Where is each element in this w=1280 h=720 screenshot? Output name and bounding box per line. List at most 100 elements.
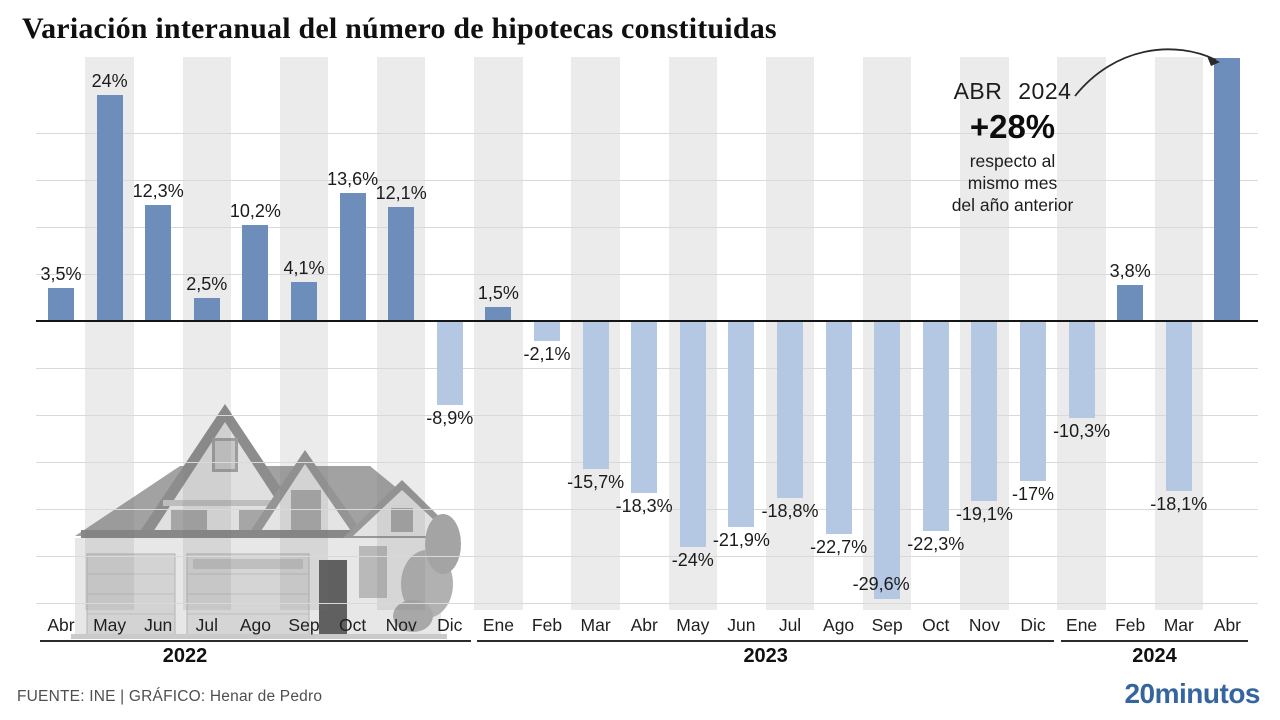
year-axis-line-2022: [40, 640, 471, 642]
x-tick-abr-0: Abr: [47, 615, 75, 635]
annotation-value: +28%: [969, 108, 1056, 145]
bar-abr-24: [1214, 57, 1241, 321]
bar-jul-15: [777, 321, 803, 498]
value-label: 24%: [91, 71, 128, 92]
bar-sep-5: [291, 282, 317, 321]
value-label: -2,1%: [523, 343, 571, 364]
year-label-2024: 2024: [1132, 645, 1177, 667]
bar-mar-23: [1165, 321, 1192, 492]
bar-feb-22: [1117, 285, 1144, 321]
x-tick-abr-24: Abr: [1213, 615, 1241, 635]
x-tick-jul-3: Jul: [195, 615, 218, 635]
bar-oct-18: [922, 321, 949, 531]
x-tick-ene-21: Ene: [1066, 615, 1098, 635]
gridline: [36, 603, 1258, 604]
bar-nov-7: [388, 207, 415, 321]
x-tick-nov-7: Nov: [385, 615, 417, 635]
x-tick-oct-18: Oct: [922, 615, 950, 635]
x-tick-may-13: May: [676, 615, 710, 635]
annotation-note: respecto al mismo mes del año anterior: [920, 150, 1105, 216]
bar-dic-8: [436, 321, 463, 405]
year-label-2023: 2023: [743, 645, 788, 667]
gridline: [36, 509, 1258, 510]
x-tick-ene-9: Ene: [482, 615, 514, 635]
value-label: 12,3%: [132, 181, 184, 202]
value-label: -21,9%: [712, 529, 770, 550]
value-label: -22,3%: [907, 533, 965, 554]
x-tick-sep-17: Sep: [871, 615, 903, 635]
value-label: -18,1%: [1150, 494, 1208, 515]
x-tick-dic-8: Dic: [437, 615, 463, 635]
x-tick-nov-19: Nov: [968, 615, 1000, 635]
bar-nov-19: [971, 321, 998, 501]
gridline: [36, 133, 1258, 134]
x-tick-mar-23: Mar: [1163, 615, 1194, 635]
gridline: [36, 227, 1258, 228]
year-label-2022: 2022: [162, 645, 208, 667]
value-label: -24%: [671, 549, 714, 570]
annotation-note-line: del año anterior: [951, 195, 1074, 216]
value-label: -22,7%: [810, 537, 868, 558]
annotation-arrow: [1074, 48, 1220, 97]
x-tick-jun-2: Jun: [144, 615, 173, 635]
value-label: -17%: [1011, 483, 1055, 504]
value-label: 13,6%: [327, 169, 379, 190]
gridline: [36, 274, 1258, 275]
year-axis-line-2024: [1060, 640, 1249, 642]
value-label: -18,8%: [761, 500, 819, 521]
bar-abr-0: [48, 288, 74, 321]
source-credit: FUENTE: INE | GRÁFICO: Henar de Pedro: [17, 688, 323, 705]
value-label: 3,8%: [1109, 261, 1151, 282]
bar-sep-17: [874, 321, 901, 600]
bar-mar-11: [582, 321, 609, 469]
highlight-annotation: ABR 2024 +28% respecto al mismo mes del …: [920, 78, 1105, 216]
x-tick-may-1: May: [93, 615, 127, 635]
x-tick-sep-5: Sep: [288, 615, 320, 635]
value-label: -19,1%: [955, 503, 1013, 524]
bar-ago-16: [825, 321, 852, 535]
year-axis-line-2023: [477, 640, 1054, 642]
x-tick-jul-15: Jul: [778, 615, 802, 635]
gridline: [36, 180, 1258, 181]
x-tick-mar-11: Mar: [580, 615, 611, 635]
x-tick-ago-16: Ago: [823, 615, 855, 635]
bar-oct-6: [339, 193, 366, 321]
bar-dic-20: [1020, 321, 1046, 481]
annotation-period: ABR 2024: [953, 78, 1072, 104]
page-title: Variación interanual del número de hipot…: [22, 12, 777, 45]
value-label: -18,3%: [615, 496, 673, 517]
bar-jun-2: [145, 205, 172, 321]
gridline: [36, 556, 1258, 557]
value-label: -10,3%: [1053, 420, 1111, 441]
bar-jun-14: [728, 321, 755, 527]
bar-may-13: [679, 321, 706, 547]
annotation-note-line: mismo mes: [967, 173, 1058, 194]
house-image: [71, 404, 461, 639]
x-tick-feb-22: Feb: [1115, 615, 1146, 635]
bar-ene-21: [1068, 321, 1095, 418]
x-tick-jun-14: Jun: [727, 615, 756, 635]
value-label: -29,6%: [852, 574, 910, 595]
stripe: [279, 57, 329, 610]
bar-feb-10: [534, 321, 560, 341]
bar-ene-9: [485, 306, 512, 321]
value-label: 12,1%: [375, 183, 427, 204]
stripe: [376, 57, 426, 610]
value-label: -8,9%: [426, 407, 474, 428]
value-label: -15,7%: [567, 471, 625, 492]
bar-abr-12: [631, 321, 658, 494]
zero-axis-line: [36, 320, 1258, 322]
value-label: 1,5%: [477, 282, 519, 303]
value-label: 4,1%: [283, 258, 325, 279]
bar-jul-3: [193, 297, 220, 321]
bar-ago-4: [242, 225, 269, 321]
stripe: [182, 57, 232, 610]
x-tick-oct-6: Oct: [338, 615, 367, 635]
value-label: 10,2%: [229, 201, 281, 222]
value-label: 2,5%: [186, 273, 228, 294]
x-tick-ago-4: Ago: [239, 615, 271, 635]
